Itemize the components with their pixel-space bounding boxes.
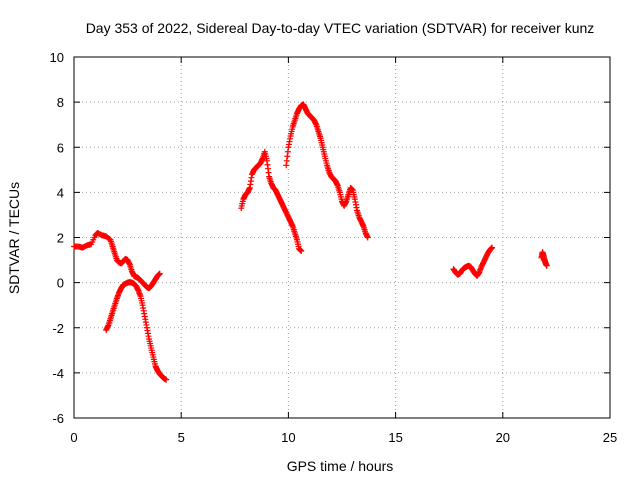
y-tick-label: -6	[52, 411, 64, 426]
data-point	[543, 262, 550, 269]
x-axis-label: GPS time / hours	[287, 458, 394, 474]
x-tick-label: 5	[178, 430, 185, 445]
data-points	[71, 101, 550, 383]
x-tick-label: 10	[281, 430, 295, 445]
x-tick-label: 20	[496, 430, 510, 445]
tick-labels: 0 5 10 15 20 25 -6 -4 -2 0 2 4 6 8 10	[50, 50, 618, 445]
y-tick-label: 10	[50, 50, 64, 65]
x-tick-label: 0	[70, 430, 77, 445]
y-tick-label: 6	[57, 140, 64, 155]
series-track-4	[283, 101, 371, 241]
data-point	[156, 270, 163, 277]
x-tick-label: 25	[603, 430, 617, 445]
series-track-2	[103, 279, 170, 383]
data-point	[163, 376, 170, 383]
series-track-1	[71, 229, 163, 292]
y-tick-label: -4	[52, 366, 64, 381]
series-track-3	[238, 148, 305, 255]
data-point	[298, 248, 305, 255]
y-tick-label: 0	[57, 276, 64, 291]
y-tick-label: 2	[57, 231, 64, 246]
series-track-5	[450, 244, 496, 279]
data-point	[489, 244, 496, 251]
y-tick-label: 8	[57, 95, 64, 110]
y-tick-label: 4	[57, 185, 64, 200]
x-tick-label: 15	[388, 430, 402, 445]
chart-title: Day 353 of 2022, Sidereal Day-to-day VTE…	[86, 20, 595, 36]
y-axis-label: SDTVAR / TECUs	[6, 182, 22, 294]
axes	[73, 56, 611, 419]
y-tick-label: -2	[52, 321, 64, 336]
data-point	[364, 234, 371, 241]
series-track-6	[538, 249, 550, 269]
